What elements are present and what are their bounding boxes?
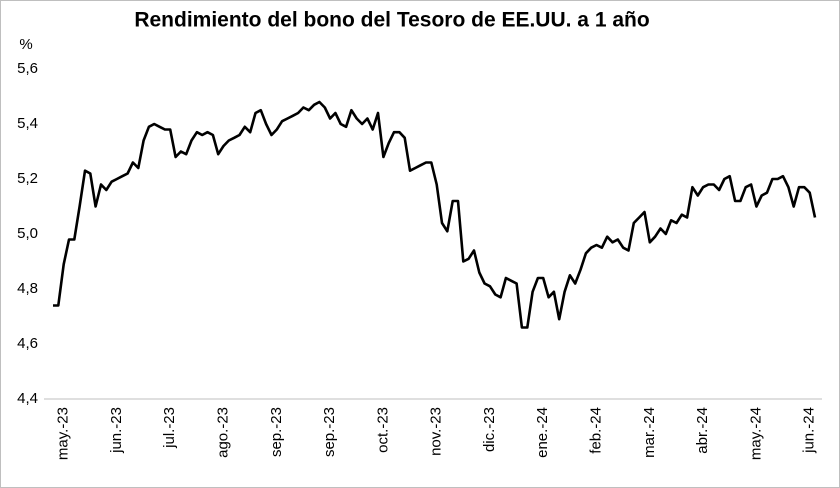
- x-tick-label: jun.-23: [108, 407, 125, 454]
- y-axis-label: %: [19, 36, 32, 53]
- x-tick-label: feb.-24: [587, 407, 604, 454]
- x-tick-label: abr.-24: [694, 407, 711, 454]
- x-tick-label: ene.-24: [534, 407, 551, 458]
- x-tick-label: jun.-24: [801, 407, 818, 454]
- y-tick-label: 5,6: [17, 60, 38, 77]
- x-tick-label: sep.-23: [321, 407, 338, 457]
- x-tick-label: may.-24: [747, 407, 764, 460]
- data-line: [53, 100, 817, 329]
- y-tick-label: 4,8: [17, 280, 38, 297]
- x-tick-label: oct.-23: [374, 407, 391, 453]
- x-tick-label: nov.-23: [428, 407, 445, 456]
- x-tick-label: ago.-23: [214, 407, 231, 458]
- x-tick-label: mar.-24: [641, 407, 658, 458]
- x-tick-label: dic.-23: [481, 407, 498, 452]
- y-tick-label: 5,4: [17, 115, 38, 132]
- y-tick-label: 4,6: [17, 335, 38, 352]
- x-tick-label: may.-23: [55, 407, 72, 460]
- y-tick-label: 5,2: [17, 170, 38, 187]
- x-tick-label: jul.-23: [161, 407, 178, 449]
- chart-title: Rendimiento del bono del Tesoro de EE.UU…: [134, 9, 649, 32]
- x-tick-label: sep.-23: [268, 407, 285, 457]
- y-tick-label: 4,4: [17, 390, 38, 407]
- y-tick-label: 5,0: [17, 225, 38, 242]
